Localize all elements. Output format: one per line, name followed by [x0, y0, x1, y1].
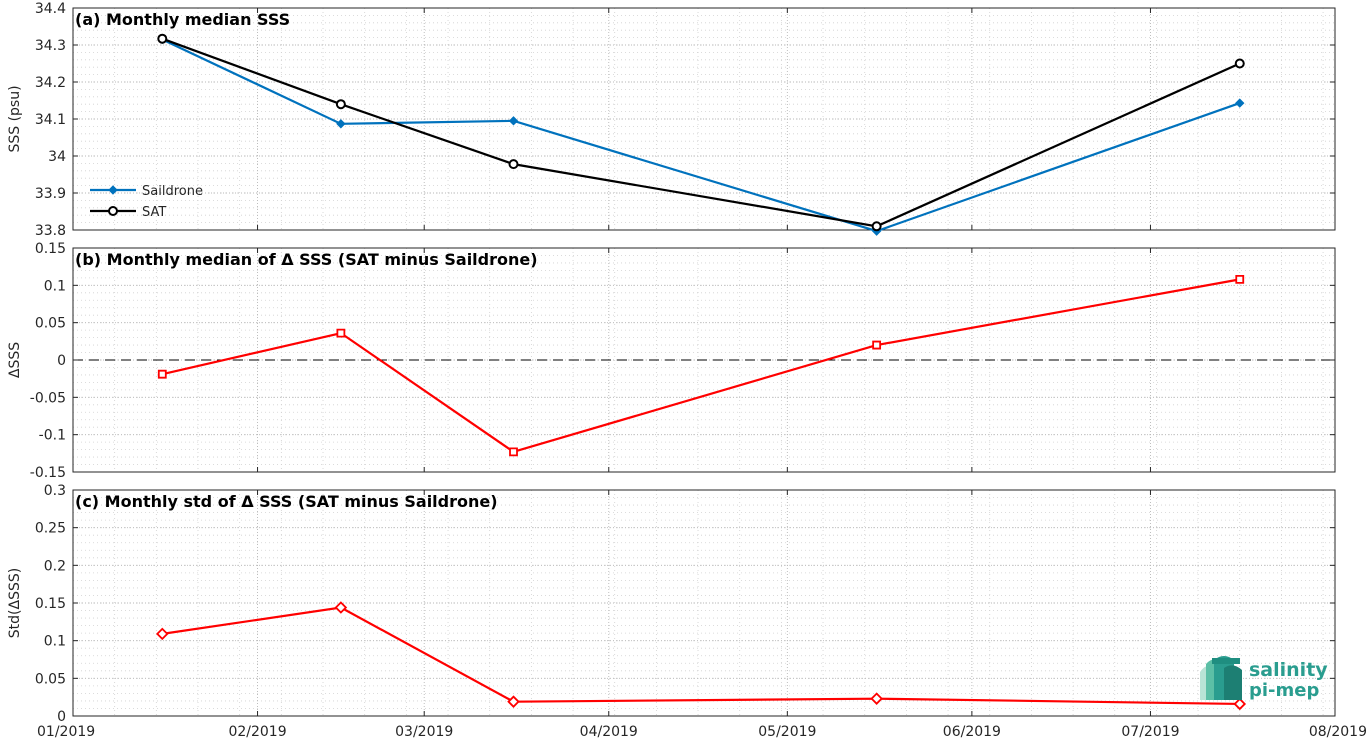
data-point — [1235, 98, 1245, 108]
x-tick-label: 05/2019 — [758, 724, 816, 740]
data-point — [508, 116, 519, 126]
logo-line1: salinity — [1249, 659, 1328, 681]
data-point — [1235, 274, 1245, 284]
y-tick-label: 34.1 — [35, 112, 66, 128]
y-tick-label: 0 — [57, 709, 66, 725]
logo-line2: pi-mep — [1249, 680, 1319, 701]
y-tick-label: 0 — [57, 353, 66, 369]
chart-panels: 33.8 33.9 34 34.1 34.2 34.3 34.4 SSS (psu) (a) M… — [7, 1, 1367, 740]
x-tick-label: 04/2019 — [580, 724, 638, 740]
data-point — [508, 159, 519, 170]
panel-title: (a) Monthly median SSS — [75, 10, 290, 29]
legend-marker — [108, 185, 118, 195]
data-point — [509, 447, 518, 457]
x-tick-label: 06/2019 — [943, 724, 1001, 740]
data-point — [507, 695, 520, 708]
data-point — [872, 340, 882, 350]
x-tick-label: 03/2019 — [395, 724, 453, 740]
y-tick-label: 0.05 — [35, 671, 66, 687]
y-tick-label: 0.05 — [35, 316, 66, 332]
series-1 — [156, 601, 1247, 711]
legend-marker — [108, 206, 118, 216]
y-axis-label: ΔSSS — [7, 342, 23, 378]
panel-title: (b) Monthly median of Δ SSS (SAT minus S… — [75, 250, 538, 269]
x-tick-label: 01/2019 — [37, 724, 95, 740]
panel-2: -0.15 -0.1 -0.05 0 0.05 0.1 0.15 ΔSSS (b) Monthl… — [7, 241, 1336, 481]
y-tick-label: 34.2 — [35, 75, 66, 91]
y-tick-label: -0.1 — [39, 428, 66, 444]
data-point — [336, 119, 346, 129]
data-point — [157, 369, 167, 379]
series-1 — [157, 274, 1245, 457]
y-tick-label: 33.9 — [35, 186, 66, 202]
x-tick-label: 02/2019 — [228, 724, 286, 740]
legend-label: SAT — [142, 205, 166, 220]
legend: Saildrone SAT — [90, 184, 203, 220]
logo-wave-icon — [1200, 656, 1242, 700]
data-point — [871, 221, 882, 232]
y-tick-label: 34.3 — [35, 38, 66, 54]
data-point — [336, 328, 346, 338]
y-tick-label: 0.1 — [44, 278, 66, 294]
data-point — [870, 692, 883, 705]
y-axis-label: SSS (psu) — [7, 85, 23, 152]
y-tick-label: 34 — [48, 149, 66, 165]
y-tick-label: 0.3 — [44, 483, 66, 499]
salinity-pimep-logo: salinity pi-mep — [1200, 656, 1328, 701]
y-axis-label: Std(ΔSSS) — [7, 568, 23, 638]
data-point — [157, 33, 168, 44]
panel-1: 33.8 33.9 34 34.1 34.2 34.3 34.4 SSS (psu) (a) M… — [7, 1, 1336, 239]
y-tick-label: 33.8 — [35, 223, 66, 239]
y-tick-label: 0.25 — [35, 521, 66, 537]
series-sat — [157, 33, 1245, 232]
y-tick-label: -0.15 — [30, 465, 66, 481]
y-tick-label: 34.4 — [35, 1, 66, 17]
data-point — [335, 99, 346, 110]
x-tick-label: 07/2019 — [1121, 724, 1179, 740]
panel-title: (c) Monthly std of Δ SSS (SAT minus Sail… — [75, 492, 498, 511]
data-point — [1234, 58, 1245, 69]
panel-3: 0 0.05 0.1 0.15 0.2 0.25 0.3 01/2019 02/2019 03/2… — [7, 483, 1367, 740]
x-tick-label: 08/2019 — [1309, 724, 1367, 740]
data-point — [1233, 697, 1247, 711]
y-tick-label: 0.2 — [44, 558, 66, 574]
y-tick-label: -0.05 — [30, 390, 66, 406]
data-point — [156, 627, 169, 641]
y-tick-label: 0.15 — [35, 241, 66, 257]
y-tick-label: 0.1 — [44, 634, 66, 650]
y-tick-label: 0.15 — [35, 596, 66, 612]
legend-label: Saildrone — [142, 184, 203, 199]
data-point — [334, 601, 348, 614]
